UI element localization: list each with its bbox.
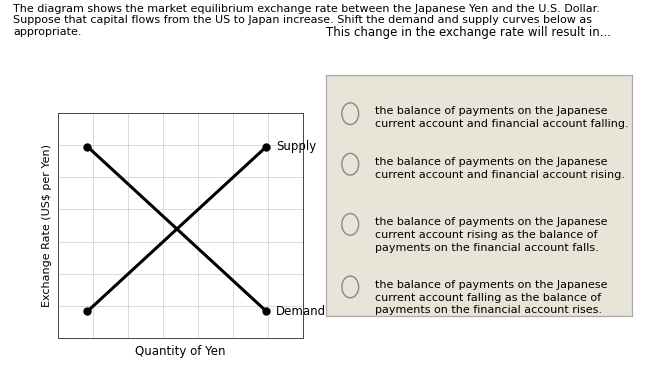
X-axis label: Quantity of Yen: Quantity of Yen xyxy=(135,345,226,358)
Text: the balance of payments on the Japanese
current account and financial account ri: the balance of payments on the Japanese … xyxy=(375,157,625,180)
Text: Demand: Demand xyxy=(276,305,326,318)
Text: the balance of payments on the Japanese
current account falling as the balance o: the balance of payments on the Japanese … xyxy=(375,280,607,315)
Y-axis label: Exchange Rate (US$ per Yen): Exchange Rate (US$ per Yen) xyxy=(43,144,52,307)
Text: This change in the exchange rate will result in...: This change in the exchange rate will re… xyxy=(326,26,611,39)
Text: Supply: Supply xyxy=(276,140,317,153)
Text: The diagram shows the market equilibrium exchange rate between the Japanese Yen : The diagram shows the market equilibrium… xyxy=(13,4,600,37)
Text: the balance of payments on the Japanese
current account rising as the balance of: the balance of payments on the Japanese … xyxy=(375,217,607,253)
Text: the balance of payments on the Japanese
current account and financial account fa: the balance of payments on the Japanese … xyxy=(375,106,628,129)
